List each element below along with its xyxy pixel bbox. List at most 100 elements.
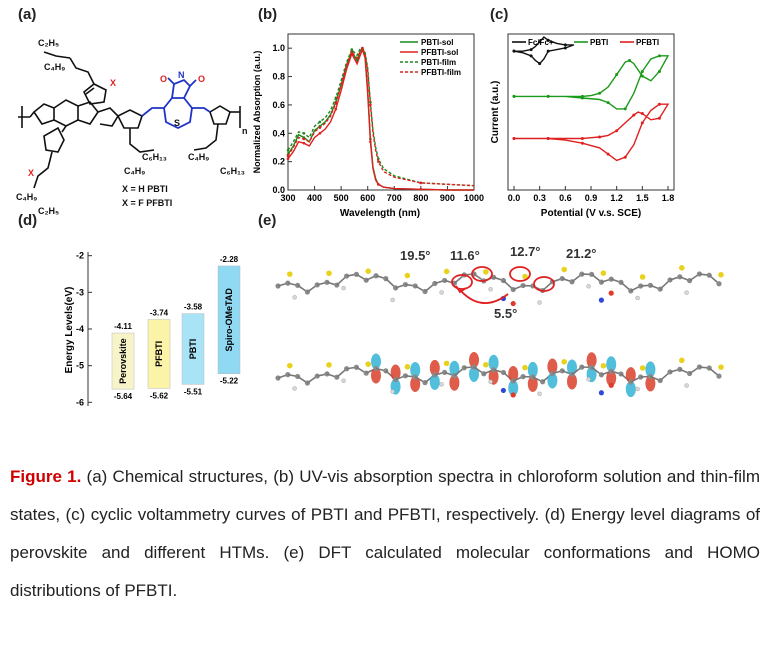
n-subscript: n — [242, 126, 248, 136]
c-point — [640, 121, 644, 125]
nitrogen-atom — [598, 297, 604, 303]
b-point — [350, 48, 354, 51]
orbital-lobe — [527, 361, 538, 378]
c-point — [606, 101, 610, 105]
orbital-lobe — [390, 364, 401, 381]
atom — [638, 374, 644, 380]
b-xtick-label: 900 — [440, 193, 455, 203]
c-point — [640, 69, 644, 73]
d-ytick-label: -2 — [76, 251, 84, 261]
n-imide: N — [178, 70, 185, 80]
c2h5-top: C₂H₅ — [38, 38, 59, 48]
b-legend-label: PBTI-film — [421, 58, 456, 67]
c-xtick-label: 1.2 — [610, 193, 623, 203]
legend-f: X = F PFBTI — [122, 198, 172, 208]
c-point — [580, 137, 584, 141]
atom — [461, 365, 467, 371]
c-point — [538, 62, 542, 66]
c-point — [623, 155, 627, 159]
d-bar-perovskite — [111, 332, 135, 390]
c-point — [546, 38, 550, 42]
sulfur-atom — [600, 362, 607, 369]
sulfur-atom — [443, 360, 450, 367]
c-series-line-fcfc — [513, 36, 575, 65]
b-ytick-label: 0.0 — [272, 185, 285, 195]
b-point — [377, 183, 380, 186]
d-bar-label: Perovskite — [118, 338, 128, 384]
orbital-lobe — [586, 352, 597, 369]
orbital-lobe — [547, 372, 558, 389]
d-top-label: -3.58 — [184, 303, 203, 312]
b-xtick-label: 500 — [334, 193, 349, 203]
c-point — [512, 94, 516, 98]
c-point — [623, 107, 627, 111]
atom — [314, 282, 320, 288]
c-point — [640, 74, 644, 78]
d-bar-spiro-ometad — [217, 265, 241, 374]
orbital-lobe — [527, 375, 538, 392]
hydrogen-atom — [292, 386, 297, 391]
b-point — [334, 96, 338, 100]
orbital-lobe — [508, 365, 519, 382]
b-xtick-label: 800 — [413, 193, 428, 203]
d-top-label: -2.28 — [220, 255, 239, 264]
orbital-lobe — [449, 374, 460, 391]
hydrogen-atom — [537, 391, 542, 396]
d-ylabel: Energy Levels(eV) — [64, 287, 75, 374]
c4h9-bottom: C₄H₉ — [16, 192, 37, 202]
c-point — [657, 69, 661, 73]
b-point — [369, 103, 372, 107]
b-point — [302, 137, 306, 141]
hydrogen-atom — [537, 300, 542, 305]
d-ytick-label: -3 — [76, 287, 84, 297]
figure-caption: Figure 1. (a) Chemical structures, (b) U… — [10, 458, 760, 610]
c-xtick-label: 0.0 — [508, 193, 521, 203]
c-legend-label: Fc/Fc+ — [528, 38, 554, 47]
orbital-lobe — [606, 370, 617, 387]
c-point — [640, 112, 644, 116]
b-ytick-label: 0.6 — [272, 100, 285, 110]
b-xtick-label: 300 — [280, 193, 295, 203]
uv-vis-chart: 0.0 0.2 0.4 0.6 0.8 1.0 300 400 500 600 700 800 900… — [252, 33, 484, 219]
legend-h: X = H PBTI — [122, 184, 168, 194]
c-point — [598, 135, 602, 139]
plot-frame — [287, 33, 475, 191]
c-point — [512, 137, 516, 141]
orbital-lobe — [371, 367, 381, 384]
orbital-lobe — [547, 358, 558, 375]
d-bottom-label: -5.22 — [220, 377, 239, 386]
oxygen-atom — [510, 300, 516, 307]
hydrogen-atom — [488, 287, 493, 292]
hydrogen-atom — [390, 297, 395, 303]
atom — [491, 367, 497, 373]
orbital-lobe — [645, 375, 656, 392]
atom — [285, 280, 291, 286]
hydrogen-atom — [684, 383, 689, 388]
c-point — [546, 94, 550, 98]
c-xtick-label: 0.9 — [585, 193, 598, 203]
b-point — [318, 131, 322, 135]
c6h13-a: C₆H₁₃ — [142, 152, 167, 162]
curved-arrow — [459, 289, 509, 304]
dft-conformations: 19.5° 11.6° 12.7° 21.2° 5.5° — [275, 244, 724, 398]
c-point — [529, 54, 533, 58]
c6h13-b: C₆H₁₃ — [220, 166, 245, 176]
atom — [442, 369, 448, 375]
b-xtick-label: 600 — [360, 193, 375, 203]
orbital-lobe — [469, 366, 479, 383]
c-xlabel: Potential (V v.s. SCE) — [541, 208, 641, 219]
sulfur-atom — [718, 364, 724, 370]
b-series-line-pfbti-sol — [287, 47, 474, 191]
b-point — [286, 154, 290, 158]
d-bottom-label: -5.62 — [150, 391, 169, 400]
b-point — [361, 46, 364, 50]
orbital-lobe — [606, 356, 617, 373]
atom — [432, 280, 438, 287]
c-point — [615, 129, 619, 133]
c-point — [632, 113, 636, 117]
atom — [638, 283, 644, 289]
angle-marker-1 — [451, 274, 473, 290]
atom — [598, 279, 604, 285]
orbital-lobe — [567, 373, 577, 390]
orbital-lobe — [410, 361, 421, 378]
